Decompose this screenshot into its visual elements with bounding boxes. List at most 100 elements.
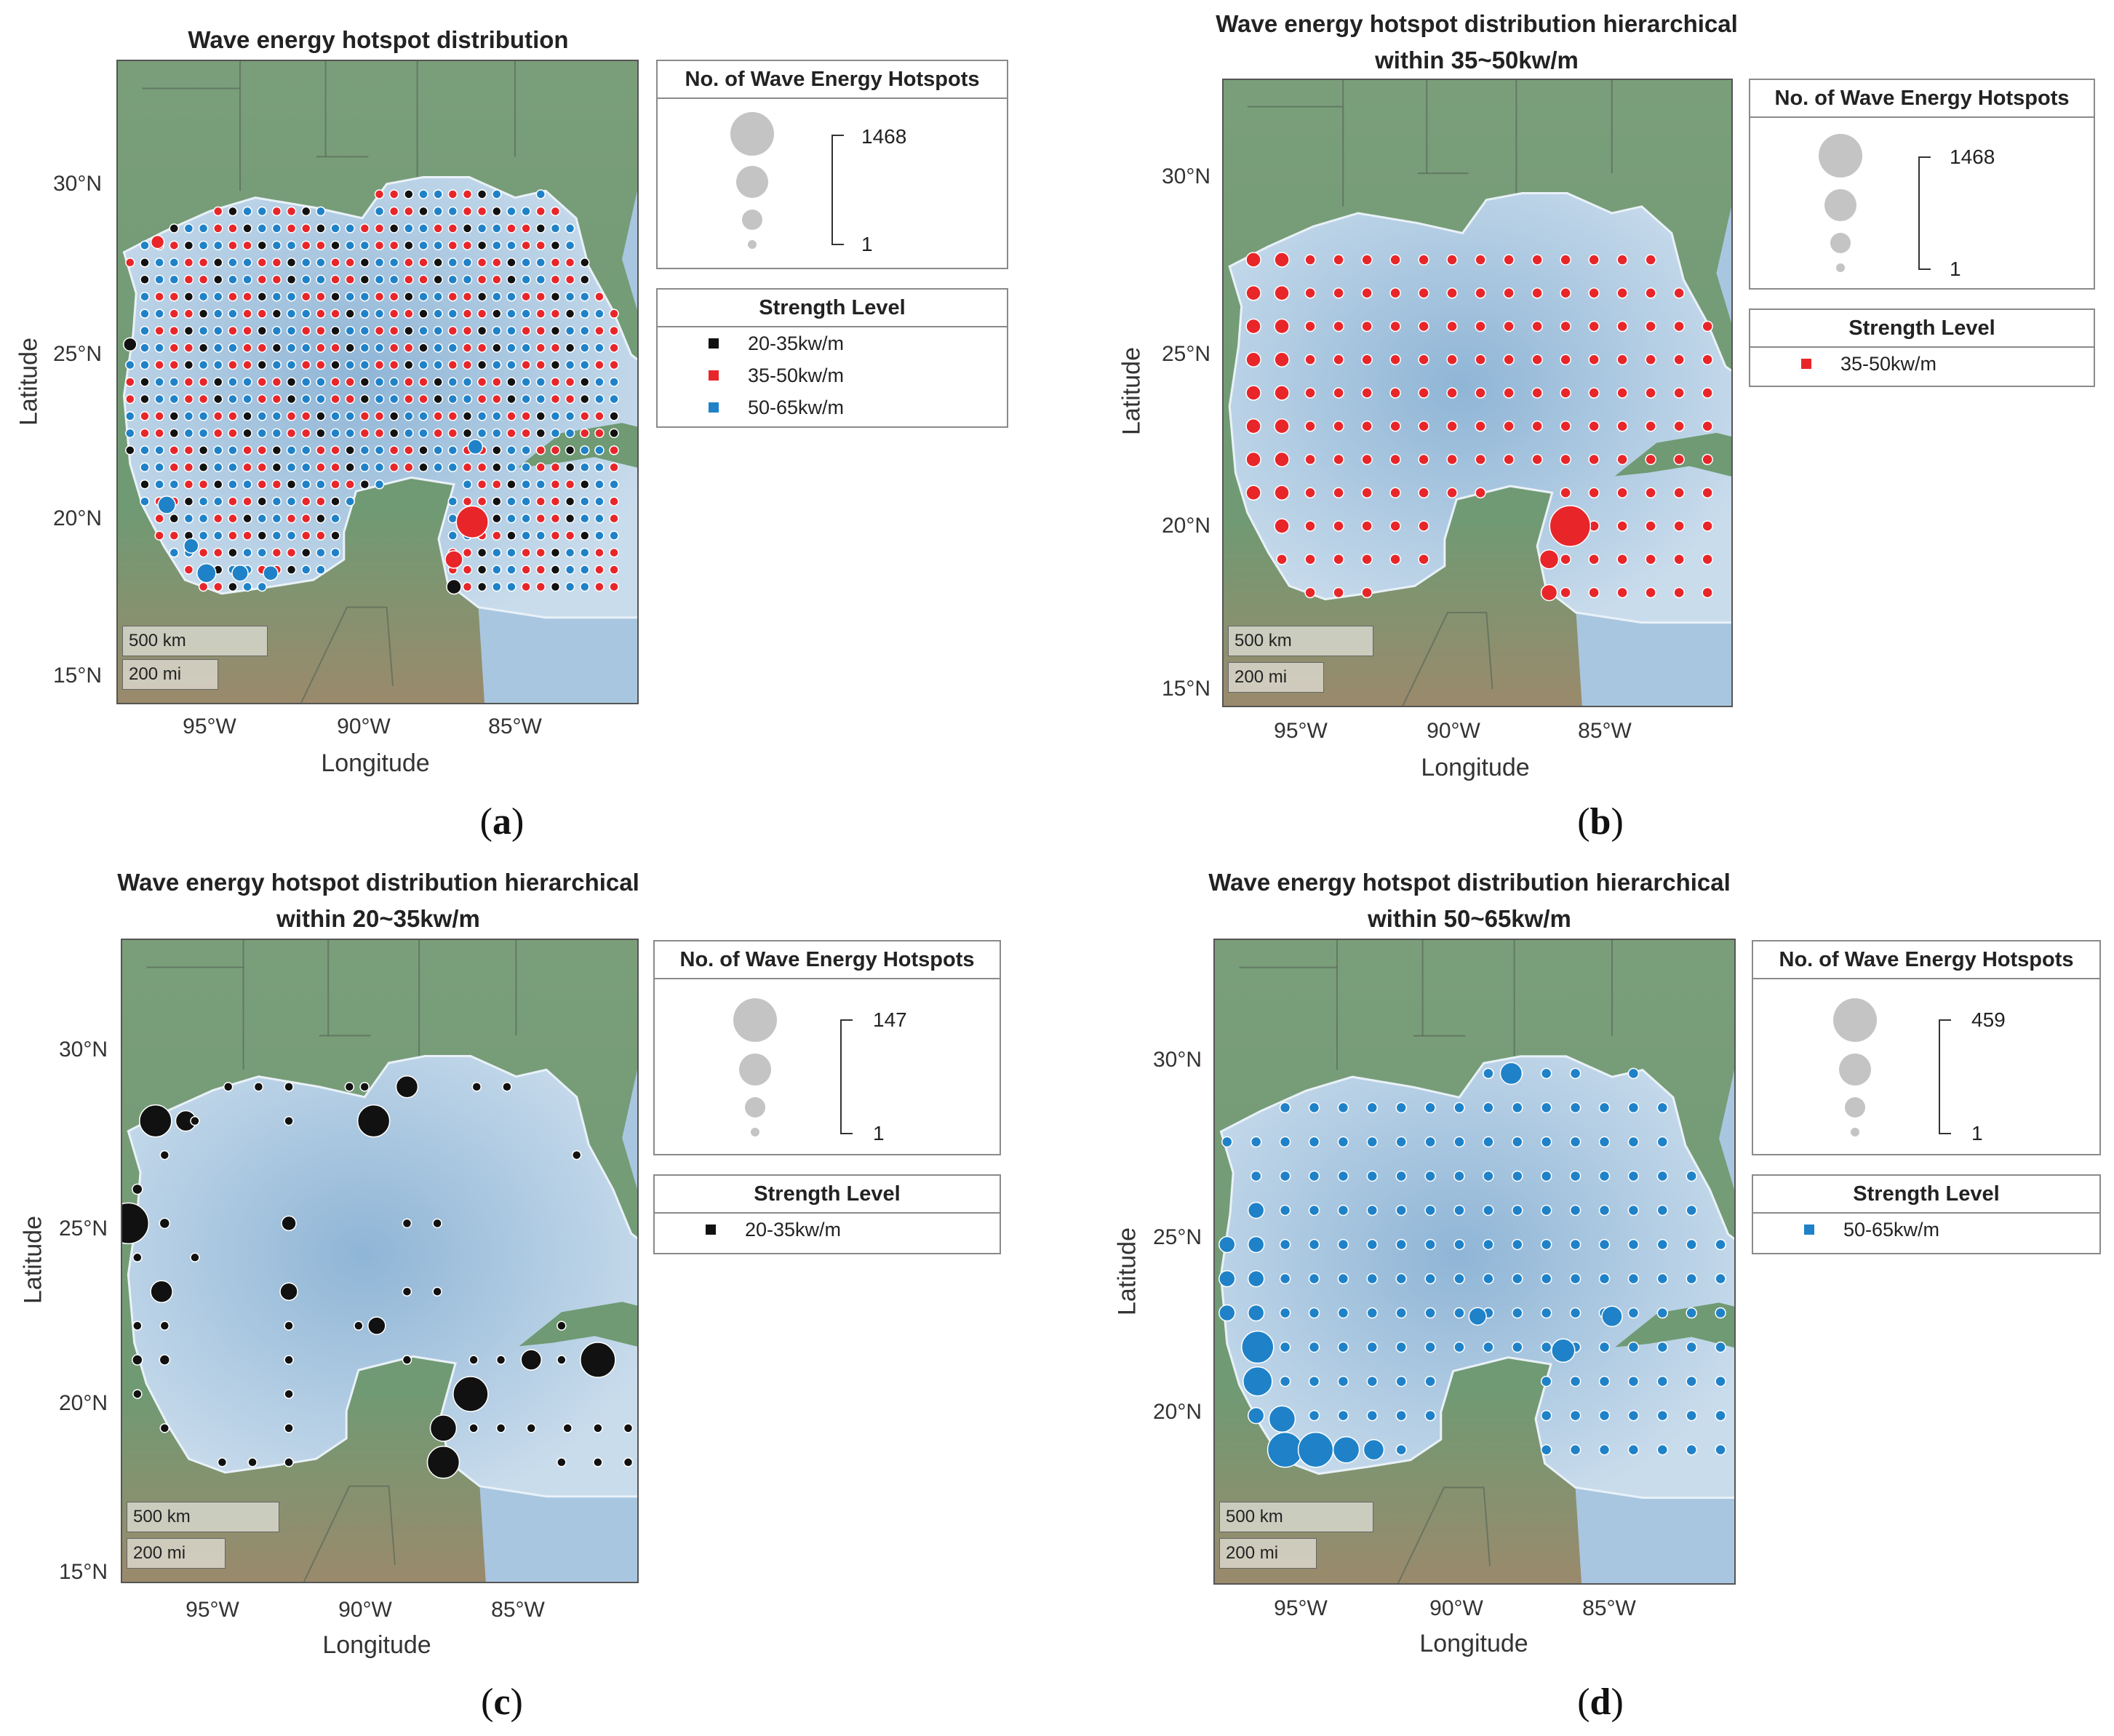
hotspot-marker: [1337, 1102, 1349, 1114]
hotspot-marker: [433, 445, 443, 455]
hotspot-marker: [444, 550, 463, 569]
size-circle-large: [1819, 134, 1862, 178]
hotspot-marker: [1332, 1436, 1360, 1464]
hotspot-marker: [447, 206, 458, 217]
hotspot-marker: [213, 291, 223, 302]
size-legend-circles: [730, 112, 844, 249]
hotspot-marker: [418, 445, 428, 455]
hotspot-marker: [1702, 354, 1713, 366]
hotspot-marker: [213, 394, 223, 405]
hotspot-marker: [1218, 1304, 1236, 1322]
hotspot-marker: [198, 445, 209, 455]
hotspot-marker: [1245, 285, 1261, 301]
hotspot-marker: [140, 496, 150, 506]
hotspot-marker: [492, 428, 502, 439]
hotspot-marker: [190, 1252, 200, 1263]
hotspot-marker: [125, 394, 135, 405]
hotspot-marker: [132, 1321, 143, 1331]
hotspot-marker: [1715, 1273, 1726, 1285]
hotspot-marker: [242, 496, 252, 506]
hotspot-marker: [404, 240, 414, 251]
hotspot-marker: [228, 343, 238, 353]
strength-item-20-35: 20-35kw/m: [655, 1214, 1000, 1246]
hotspot-marker: [1389, 354, 1401, 366]
hotspot-marker: [316, 394, 326, 405]
hotspot-marker: [1686, 1273, 1697, 1285]
hotspot-marker: [492, 291, 502, 302]
hotspot-marker: [1333, 586, 1344, 599]
size-legend: No. of Wave Energy Hotspots 147 1: [653, 940, 1001, 1155]
hotspot-marker: [476, 565, 487, 575]
hotspot-marker: [492, 479, 502, 490]
hotspot-marker: [418, 274, 428, 285]
hotspot-marker: [1616, 254, 1628, 266]
hotspot-marker: [433, 206, 443, 217]
hotspot-marker: [183, 445, 194, 455]
hotspot-marker: [1361, 387, 1373, 399]
hotspot-marker: [1424, 1409, 1436, 1422]
hotspot-marker: [190, 1115, 200, 1126]
hotspot-marker: [1616, 320, 1628, 333]
hotspot-marker: [1598, 1444, 1611, 1456]
hotspot-marker: [447, 240, 458, 251]
scale-mi: 200 mi: [127, 1538, 226, 1569]
hotspot-marker: [359, 240, 370, 251]
lat-tick: 30°N: [52, 172, 102, 196]
hotspot-marker: [1453, 1170, 1465, 1182]
hotspot-marker: [1363, 1438, 1385, 1461]
lat-tick: 20°N: [1152, 1400, 1202, 1424]
lon-tick: 85°W: [488, 714, 542, 738]
hotspot-marker: [1588, 487, 1600, 498]
hotspot-marker: [183, 479, 194, 490]
hotspot-marker: [1418, 553, 1429, 565]
hotspot-marker: [286, 206, 297, 217]
hotspot-marker: [198, 428, 209, 439]
hotspot-marker: [345, 377, 355, 387]
hotspot-marker: [213, 240, 223, 251]
hotspot-marker: [169, 377, 180, 387]
hotspot-marker: [198, 530, 209, 541]
hotspot-marker: [231, 564, 249, 582]
hotspot-marker: [521, 565, 531, 575]
hotspot-marker: [418, 240, 428, 251]
hotspot-marker: [253, 1081, 264, 1092]
hotspot-marker: [1267, 1431, 1304, 1468]
hotspot-marker: [1656, 1238, 1669, 1251]
hotspot-marker: [359, 445, 370, 455]
hotspot-marker: [1503, 420, 1515, 432]
hotspot-marker: [198, 274, 209, 285]
hotspot-marker: [125, 258, 135, 268]
hotspot-marker: [213, 462, 223, 473]
hotspot-marker: [140, 258, 150, 268]
hotspot-marker: [492, 530, 502, 541]
hotspot-marker: [1418, 287, 1429, 299]
hotspot-marker: [1598, 1238, 1611, 1251]
hotspot-marker: [1686, 1170, 1697, 1182]
hotspot-marker: [374, 308, 385, 319]
hotspot-marker: [330, 479, 340, 490]
hotspot-marker: [404, 189, 414, 199]
hotspot-marker: [228, 445, 238, 455]
hotspot-marker: [404, 325, 414, 336]
hotspot-marker: [183, 308, 194, 319]
hotspot-marker: [1418, 453, 1429, 466]
hotspot-marker: [535, 308, 546, 319]
size-circle-tiny: [1851, 1128, 1859, 1136]
hotspot-marker: [492, 343, 502, 353]
hotspot-marker: [271, 411, 282, 421]
hotspot-marker: [462, 206, 473, 217]
hotspot-marker: [1304, 320, 1316, 333]
hotspot-marker: [447, 394, 458, 405]
hotspot-marker: [132, 1354, 143, 1366]
hotspot-marker: [580, 325, 590, 336]
size-circle-mid: [736, 166, 768, 198]
hotspot-marker: [476, 308, 487, 319]
hotspot-marker: [1715, 1375, 1726, 1387]
hotspot-marker: [550, 479, 561, 490]
hotspot-marker: [213, 479, 223, 490]
hotspot-marker: [242, 428, 252, 439]
hotspot-marker: [594, 479, 605, 490]
hotspot-marker: [359, 377, 370, 387]
hotspot-marker: [506, 274, 516, 285]
hotspot-marker: [404, 377, 414, 387]
